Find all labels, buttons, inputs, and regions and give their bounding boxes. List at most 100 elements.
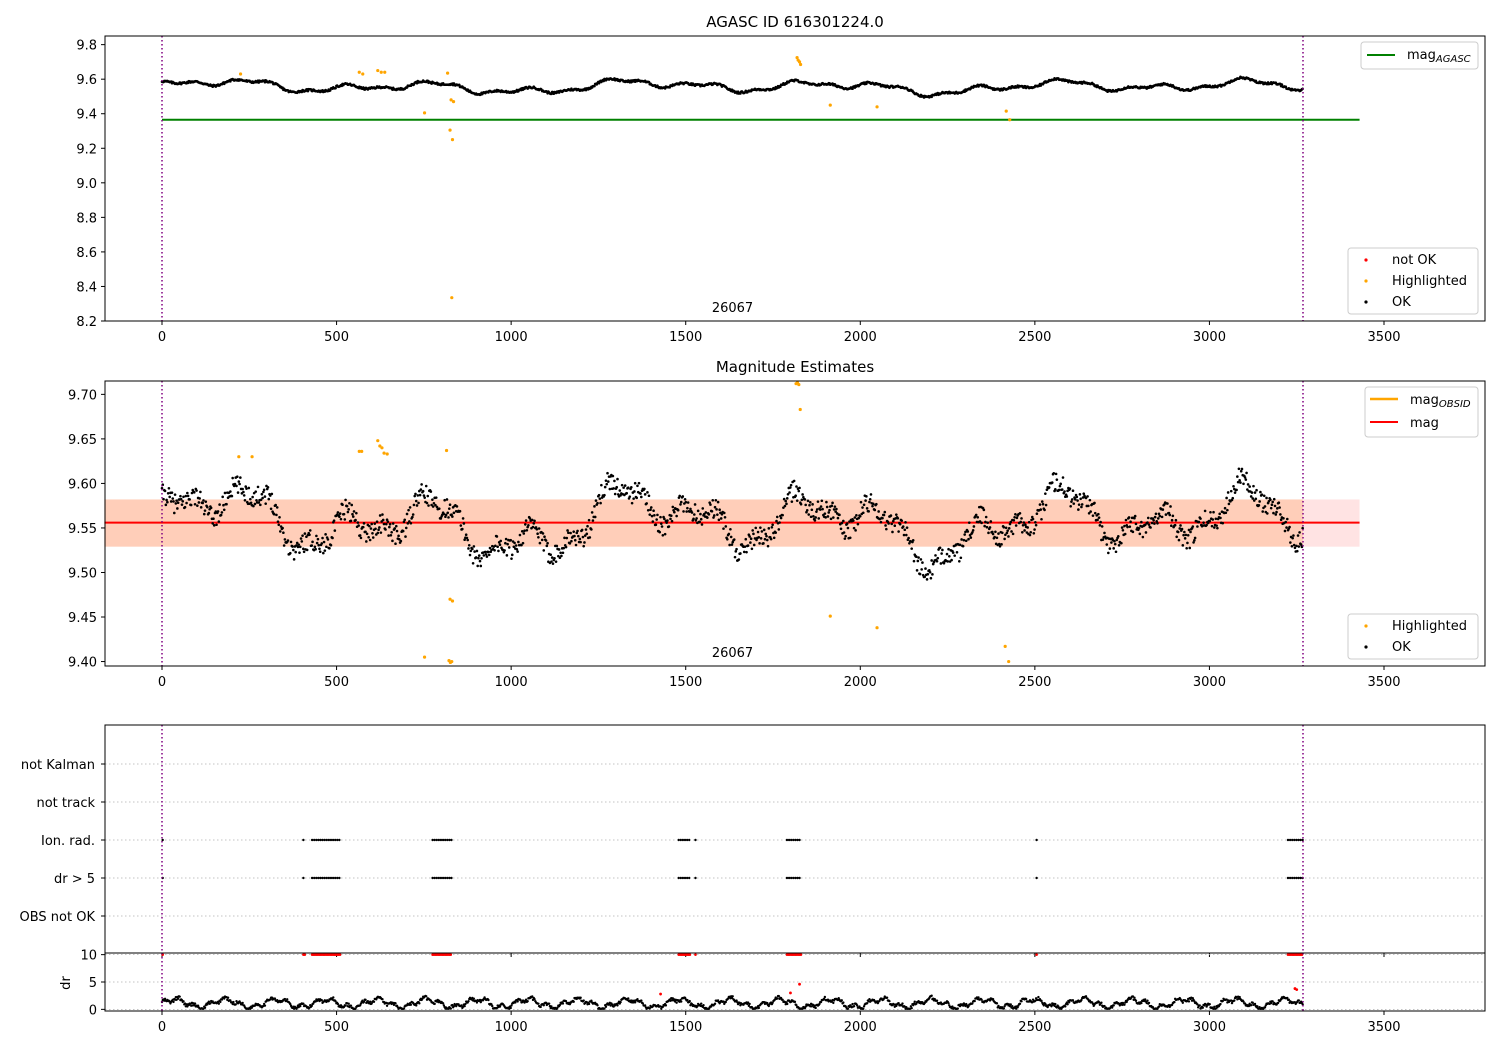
ok-point — [1295, 549, 1299, 553]
ok-point — [618, 489, 622, 492]
dr-point — [344, 1004, 347, 1007]
ok-point — [243, 498, 247, 502]
ok-point — [1010, 530, 1013, 533]
ok-point — [948, 554, 951, 558]
dr-point — [819, 1000, 823, 1004]
ok-point — [558, 556, 562, 560]
flag-point — [681, 838, 685, 842]
ok-point — [668, 86, 672, 89]
ok-point — [1091, 514, 1095, 517]
ok-point — [1272, 497, 1276, 501]
ok-point — [1215, 524, 1218, 527]
ok-point — [399, 539, 403, 543]
ok-point — [1134, 522, 1138, 526]
ok-point — [693, 513, 696, 516]
ok-point — [1291, 536, 1294, 540]
ok-point — [929, 576, 933, 580]
ok-point — [338, 515, 341, 518]
dr-point — [814, 1006, 817, 1010]
ok-point — [447, 516, 450, 519]
x-tick-label: 3000 — [1193, 1020, 1226, 1035]
ok-point — [498, 543, 502, 547]
ok-point — [667, 525, 671, 528]
ok-point — [202, 499, 205, 502]
dr-point — [627, 997, 630, 1000]
dr-point — [582, 999, 585, 1002]
ok-point — [513, 541, 516, 545]
ok-point — [1004, 533, 1007, 537]
dr-point — [223, 997, 226, 1000]
highlighted-point — [875, 626, 879, 630]
ok-point — [1245, 471, 1248, 475]
y-tick-label: 9.6 — [76, 73, 97, 88]
dr-point — [636, 997, 639, 1001]
ok-point — [1061, 476, 1065, 479]
dr-red-point — [659, 992, 662, 996]
ok-point — [1269, 506, 1273, 510]
ok-point — [302, 550, 306, 554]
flag-point — [1293, 876, 1296, 880]
dr-panel-frame — [104, 952, 1486, 1012]
ok-point — [242, 494, 246, 497]
ok-point — [976, 515, 980, 519]
ok-point — [574, 543, 578, 547]
flag-point — [329, 838, 333, 842]
ok-point — [559, 551, 562, 555]
ok-point — [495, 535, 499, 538]
ok-point — [251, 495, 254, 499]
flag-point — [794, 838, 797, 842]
dr-point — [498, 1005, 502, 1008]
flag-point — [302, 876, 305, 880]
ok-point — [1208, 519, 1212, 523]
ok-point — [186, 491, 189, 495]
flag-point — [1035, 876, 1038, 880]
highlighted-point — [875, 105, 879, 109]
ok-point — [180, 503, 184, 506]
dr-red-point — [798, 982, 801, 986]
ok-point — [361, 525, 365, 529]
ok-point — [249, 501, 253, 505]
ok-point — [1250, 491, 1254, 494]
ok-point — [971, 529, 975, 532]
ok-point — [1080, 505, 1083, 509]
ok-point — [381, 513, 384, 516]
ok-point — [666, 519, 669, 522]
ok-point — [867, 510, 870, 513]
ok-point — [633, 490, 636, 493]
ok-point — [604, 479, 608, 482]
ok-point — [343, 518, 347, 521]
ok-point — [253, 502, 257, 506]
dr-point — [472, 997, 476, 1000]
ok-point — [905, 526, 909, 529]
dr-point — [822, 997, 826, 1000]
dr-point — [1014, 1007, 1018, 1010]
ok-point — [983, 524, 986, 528]
flag-point — [685, 876, 689, 880]
ok-point — [388, 522, 392, 526]
x-tick-label: 1000 — [495, 330, 528, 345]
ok-point — [402, 520, 406, 524]
ok-point — [318, 550, 322, 554]
ok-point — [1023, 529, 1026, 532]
dr-point — [336, 1002, 340, 1006]
ok-point — [1040, 517, 1043, 521]
ok-point — [958, 543, 962, 547]
ok-point — [184, 494, 188, 498]
ok-point — [613, 492, 617, 496]
ok-point — [266, 485, 270, 489]
dr-point — [229, 999, 232, 1002]
dr-point — [1173, 1000, 1176, 1004]
ok-point — [593, 505, 596, 508]
ok-point — [235, 484, 238, 488]
ok-point — [344, 498, 347, 502]
ok-point — [782, 506, 785, 509]
ok-point — [523, 529, 526, 533]
ok-point — [468, 553, 472, 557]
ok-point — [712, 514, 716, 517]
ok-point — [883, 510, 887, 514]
ok-point — [385, 518, 389, 521]
ok-point — [326, 538, 330, 541]
ok-point — [769, 537, 773, 541]
ok-point — [582, 544, 585, 548]
ok-point — [901, 525, 905, 528]
